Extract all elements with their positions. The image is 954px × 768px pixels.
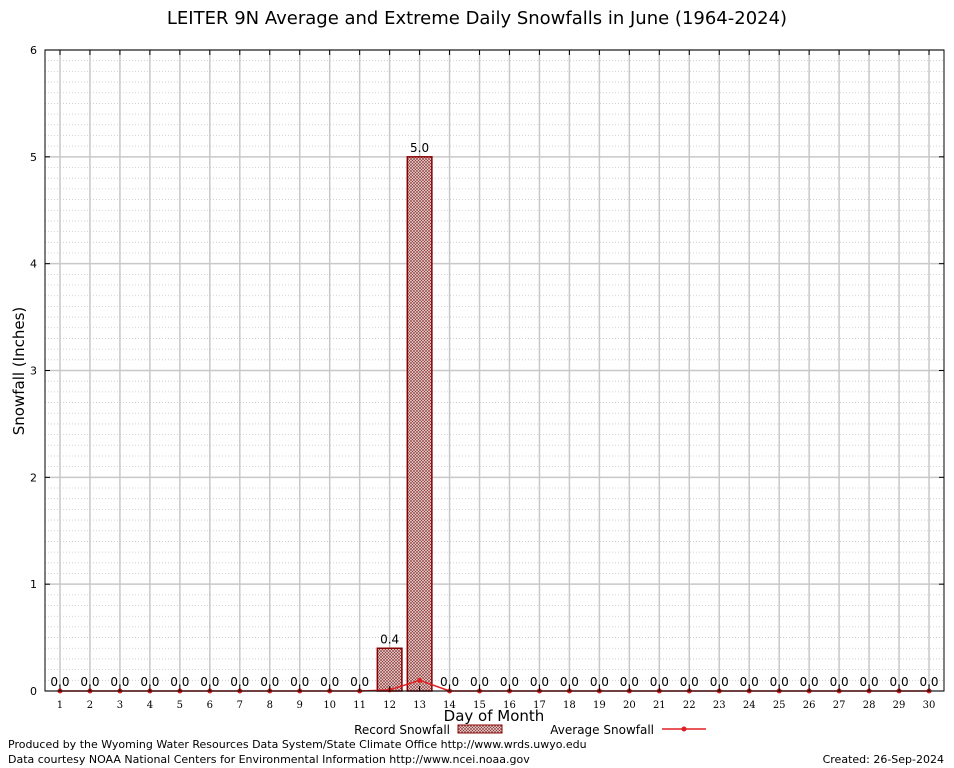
data-labels: 0.0 0.0 0.0 0.0 0.0 0.0 0.0 0.0 0.0 0.0 0.0 0.4 5.0 0…: [50, 141, 938, 689]
y-tick-label: 5: [30, 151, 37, 164]
x-tick-label: 19: [593, 700, 606, 711]
x-tick-label: 28: [863, 700, 876, 711]
legend-average-marker: [681, 726, 687, 732]
x-tick-label: 10: [323, 700, 336, 711]
x-tick-label: 23: [713, 700, 726, 711]
record-bar: [376, 647, 403, 692]
x-tick-label: 27: [833, 700, 846, 711]
x-tick-label: 26: [803, 700, 816, 711]
x-axis-label: Day of Month: [444, 707, 545, 725]
average-point: [417, 677, 423, 683]
y-tick-label: 6: [30, 44, 37, 57]
record-value-label: 0.0: [740, 675, 759, 689]
record-value-label: 0.4: [380, 632, 399, 646]
grid: [45, 49, 944, 692]
record-value-label: 0.0: [440, 675, 459, 689]
x-tick-label: 12: [383, 700, 396, 711]
record-value-label: 0.0: [830, 675, 849, 689]
y-tick-label: 3: [30, 365, 37, 378]
record-value-label: 5.0: [410, 141, 429, 155]
record-value-label: 0.0: [170, 675, 189, 689]
x-tick-label: 30: [923, 700, 936, 711]
record-value-label: 0.0: [530, 675, 549, 689]
record-value-label: 0.0: [860, 675, 879, 689]
record-value-label: 0.0: [890, 675, 909, 689]
legend-average-label: Average Snowfall: [550, 723, 654, 737]
record-value-label: 0.0: [560, 675, 579, 689]
record-value-label: 0.0: [110, 675, 129, 689]
record-value-label: 0.0: [350, 675, 369, 689]
legend-record-swatch: [457, 724, 503, 734]
x-tick-label: 11: [353, 700, 366, 711]
footer-courtesy: Data courtesy NOAA National Centers for …: [8, 753, 530, 766]
record-value-label: 0.0: [470, 675, 489, 689]
x-tick-label: 21: [653, 700, 666, 711]
chart-title: LEITER 9N Average and Extreme Daily Snow…: [166, 8, 788, 29]
y-tick-label: 2: [30, 471, 37, 484]
record-value-label: 0.0: [140, 675, 159, 689]
record-value-label: 0.0: [230, 675, 249, 689]
record-value-label: 0.0: [50, 675, 69, 689]
x-tick-label: 2: [87, 700, 93, 711]
record-value-label: 0.0: [919, 675, 938, 689]
x-tick-label: 9: [297, 700, 303, 711]
legend: Record Snowfall Average Snowfall: [354, 723, 706, 737]
footer-produced-by: Produced by the Wyoming Water Resources …: [8, 738, 587, 751]
x-tick-label: 22: [683, 700, 696, 711]
x-tick-label: 16: [503, 700, 516, 711]
x-tick-label: 5: [177, 700, 183, 711]
record-value-label: 0.0: [500, 675, 519, 689]
record-value-label: 0.0: [770, 675, 789, 689]
x-tick-label: 14: [443, 700, 456, 711]
x-tick-label: 3: [117, 700, 123, 711]
x-tick-label: 20: [623, 700, 636, 711]
record-value-label: 0.0: [320, 675, 339, 689]
record-value-label: 0.0: [590, 675, 609, 689]
x-tick-label: 29: [893, 700, 906, 711]
x-tick-label: 25: [773, 700, 786, 711]
record-value-label: 0.0: [80, 675, 99, 689]
x-tick-label: 1: [57, 700, 63, 711]
x-tick-label: 15: [473, 700, 486, 711]
x-tick-label: 24: [743, 700, 756, 711]
x-tick-label: 4: [147, 700, 153, 711]
y-tick-label: 1: [30, 578, 37, 591]
y-tick-label: 4: [30, 258, 37, 271]
record-value-label: 0.0: [620, 675, 639, 689]
x-tick-label: 13: [413, 700, 426, 711]
record-value-label: 0.0: [650, 675, 669, 689]
record-bar: [406, 156, 433, 692]
record-value-label: 0.0: [710, 675, 729, 689]
record-value-label: 0.0: [260, 675, 279, 689]
x-tick-label: 17: [533, 700, 546, 711]
x-tick-label: 6: [207, 700, 213, 711]
x-tick-label: 8: [267, 700, 273, 711]
record-value-label: 0.0: [290, 675, 309, 689]
y-tick-label: 0: [30, 685, 37, 698]
record-value-label: 0.0: [680, 675, 699, 689]
record-value-label: 0.0: [800, 675, 819, 689]
x-tick-label: 18: [563, 700, 576, 711]
x-tick-label: 7: [237, 700, 243, 711]
footer-created: Created: 26-Sep-2024: [822, 753, 944, 766]
legend-record-label: Record Snowfall: [354, 723, 450, 737]
record-value-label: 0.0: [200, 675, 219, 689]
y-axis-label: Snowfall (Inches): [10, 307, 28, 435]
